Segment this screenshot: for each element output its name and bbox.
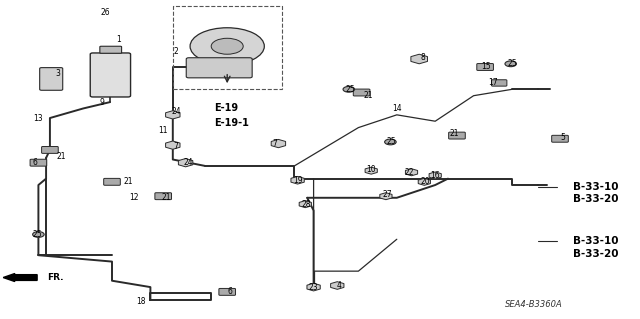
Text: 26: 26	[100, 8, 111, 17]
FancyArrow shape	[3, 273, 37, 281]
Text: 2: 2	[173, 47, 179, 56]
Text: 5: 5	[561, 133, 566, 142]
FancyBboxPatch shape	[42, 146, 58, 153]
Circle shape	[385, 139, 396, 145]
Text: 1: 1	[116, 35, 121, 44]
Text: 4: 4	[337, 281, 342, 290]
Text: 25: 25	[346, 85, 356, 94]
Text: 21: 21	[162, 193, 171, 202]
Text: 18: 18	[136, 297, 145, 306]
FancyBboxPatch shape	[477, 63, 493, 70]
Text: 3: 3	[55, 69, 60, 78]
Text: 24: 24	[171, 107, 181, 116]
FancyBboxPatch shape	[30, 159, 47, 166]
Text: 11: 11	[159, 126, 168, 135]
Text: 19: 19	[292, 176, 303, 185]
Text: 7: 7	[273, 139, 278, 148]
Text: 6: 6	[228, 287, 233, 296]
Circle shape	[343, 86, 355, 92]
Text: 6: 6	[33, 158, 38, 167]
Text: 28: 28	[301, 200, 310, 209]
Text: B-33-20: B-33-20	[573, 194, 618, 204]
FancyBboxPatch shape	[492, 80, 507, 86]
Text: B-33-10: B-33-10	[573, 236, 618, 246]
Text: B-33-20: B-33-20	[573, 249, 618, 259]
Text: 15: 15	[481, 63, 492, 71]
Text: FR.: FR.	[47, 273, 63, 282]
Text: SEA4-B3360A: SEA4-B3360A	[506, 300, 563, 309]
FancyBboxPatch shape	[552, 135, 568, 142]
Text: 27: 27	[382, 190, 392, 199]
Text: 10: 10	[366, 165, 376, 174]
Text: 12: 12	[130, 193, 139, 202]
Text: 9: 9	[100, 98, 105, 107]
Text: B-33-10: B-33-10	[573, 182, 618, 192]
Bar	[173, 6, 282, 89]
Text: E-19-1: E-19-1	[214, 118, 249, 128]
Text: 20: 20	[420, 177, 431, 186]
Text: 16: 16	[430, 171, 440, 180]
Text: E-19: E-19	[214, 103, 239, 114]
Circle shape	[190, 28, 264, 65]
Text: 14: 14	[392, 104, 402, 113]
FancyBboxPatch shape	[100, 46, 122, 53]
Text: 21: 21	[56, 152, 65, 161]
FancyBboxPatch shape	[353, 89, 370, 96]
FancyBboxPatch shape	[449, 132, 465, 139]
FancyBboxPatch shape	[155, 193, 172, 200]
FancyBboxPatch shape	[40, 68, 63, 90]
Text: 25: 25	[507, 59, 517, 68]
Text: 17: 17	[488, 78, 498, 87]
Text: 22: 22	[405, 168, 414, 177]
Text: 8: 8	[420, 53, 425, 62]
Circle shape	[33, 232, 44, 237]
Text: 21: 21	[124, 177, 132, 186]
Circle shape	[211, 38, 243, 54]
Text: 7: 7	[173, 142, 179, 151]
FancyBboxPatch shape	[186, 58, 252, 78]
Text: 24: 24	[184, 158, 194, 167]
Text: 25: 25	[387, 137, 397, 146]
Circle shape	[505, 61, 516, 67]
Text: 23: 23	[308, 283, 319, 292]
FancyBboxPatch shape	[90, 53, 131, 97]
Text: 25: 25	[32, 230, 42, 239]
Text: 21: 21	[450, 130, 459, 138]
FancyBboxPatch shape	[219, 288, 236, 295]
Text: 21: 21	[364, 91, 372, 100]
Text: 13: 13	[33, 114, 44, 122]
FancyBboxPatch shape	[104, 178, 120, 185]
